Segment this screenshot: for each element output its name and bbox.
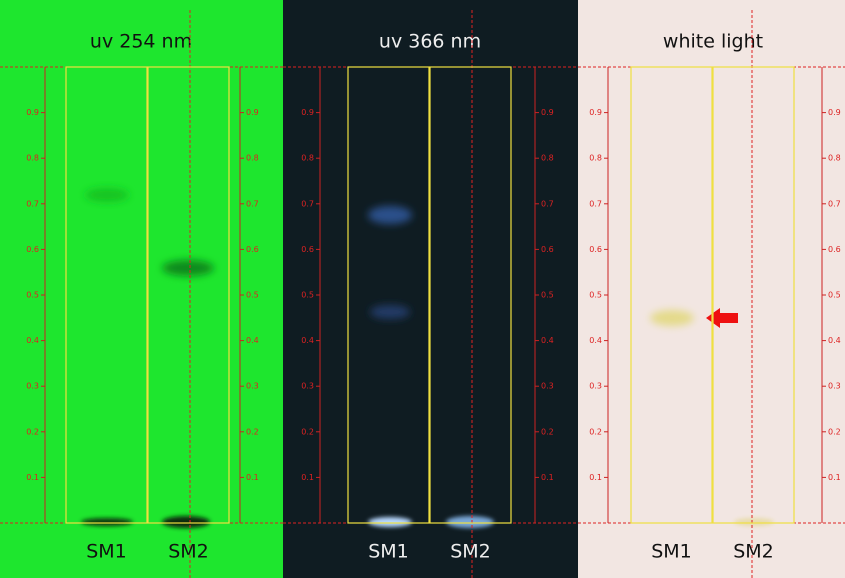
scale-label: 0.8 (828, 154, 841, 163)
scale-label: 0.5 (301, 291, 314, 300)
scale-label: 0.5 (246, 291, 259, 300)
scale-label: 0.4 (541, 336, 554, 345)
spot (368, 517, 412, 527)
spot (162, 516, 210, 528)
scale-label: 0.8 (541, 154, 554, 163)
scale-label: 0.1 (246, 473, 259, 482)
scale-label: 0.5 (589, 291, 602, 300)
scale-label: 0.6 (246, 245, 259, 254)
panel-title: uv 254 nm (90, 31, 192, 53)
panel-title: uv 366 nm (379, 31, 481, 53)
scale-label: 0.1 (541, 473, 554, 482)
lane-label: SM2 (733, 541, 774, 563)
page: uv 254 nm 0.1 0.2 0.3 0.4 0.5 0.6 0.7 0.8 0.9 0.1 0… (0, 0, 845, 578)
scale-label: 0.9 (828, 108, 841, 117)
lane-label: SM2 (168, 541, 209, 563)
spot (81, 518, 133, 526)
scale-label: 0.3 (301, 382, 314, 391)
lane-label: SM1 (651, 541, 692, 563)
scale-label: 0.4 (301, 336, 314, 345)
lane-label: SM1 (368, 541, 409, 563)
scale-label: 0.9 (26, 108, 39, 117)
scale-label: 0.7 (301, 199, 314, 208)
scale-label: 0.4 (26, 336, 39, 345)
spot (162, 260, 214, 276)
panel-title: white light (663, 31, 763, 53)
scale-label: 0.5 (828, 291, 841, 300)
scale-label: 0.1 (301, 473, 314, 482)
lane-label: SM2 (450, 541, 491, 563)
scale-label: 0.7 (828, 199, 841, 208)
scale-label: 0.2 (541, 427, 554, 436)
scale-label: 0.7 (589, 199, 602, 208)
scale-label: 0.3 (828, 382, 841, 391)
scale-label: 0.8 (246, 154, 259, 163)
spot (734, 518, 774, 526)
spot (370, 305, 410, 319)
lane-label: SM1 (86, 541, 127, 563)
scale-label: 0.6 (541, 245, 554, 254)
scale-label: 0.8 (26, 154, 39, 163)
scale-label: 0.7 (541, 199, 554, 208)
scale-label: 0.6 (589, 245, 602, 254)
spot (650, 310, 694, 326)
panel-bg (0, 0, 283, 578)
scale-label: 0.3 (26, 382, 39, 391)
scale-label: 0.7 (26, 199, 39, 208)
scale-label: 0.2 (26, 427, 39, 436)
scale-label: 0.3 (246, 382, 259, 391)
scale-label: 0.4 (589, 336, 602, 345)
scale-label: 0.3 (589, 382, 602, 391)
scale-label: 0.2 (828, 427, 841, 436)
scale-label: 0.9 (541, 108, 554, 117)
scale-label: 0.1 (589, 473, 602, 482)
tlc-figure: uv 254 nm 0.1 0.2 0.3 0.4 0.5 0.6 0.7 0.8 0.9 0.1 0… (0, 0, 845, 578)
scale-label: 0.3 (541, 382, 554, 391)
scale-label: 0.6 (301, 245, 314, 254)
scale-label: 0.4 (246, 336, 259, 345)
scale-label: 0.1 (828, 473, 841, 482)
spot (446, 516, 494, 528)
scale-label: 0.2 (589, 427, 602, 436)
scale-label: 0.9 (246, 108, 259, 117)
scale-label: 0.4 (828, 336, 841, 345)
spot (368, 206, 412, 224)
scale-label: 0.8 (589, 154, 602, 163)
scale-label: 0.6 (828, 245, 841, 254)
scale-label: 0.8 (301, 154, 314, 163)
scale-label: 0.1 (26, 473, 39, 482)
spot (85, 188, 129, 202)
scale-label: 0.9 (301, 108, 314, 117)
scale-label: 0.7 (246, 199, 259, 208)
scale-label: 0.2 (301, 427, 314, 436)
scale-label: 0.2 (246, 427, 259, 436)
scale-label: 0.5 (26, 291, 39, 300)
scale-label: 0.6 (26, 245, 39, 254)
scale-label: 0.9 (589, 108, 602, 117)
scale-label: 0.5 (541, 291, 554, 300)
